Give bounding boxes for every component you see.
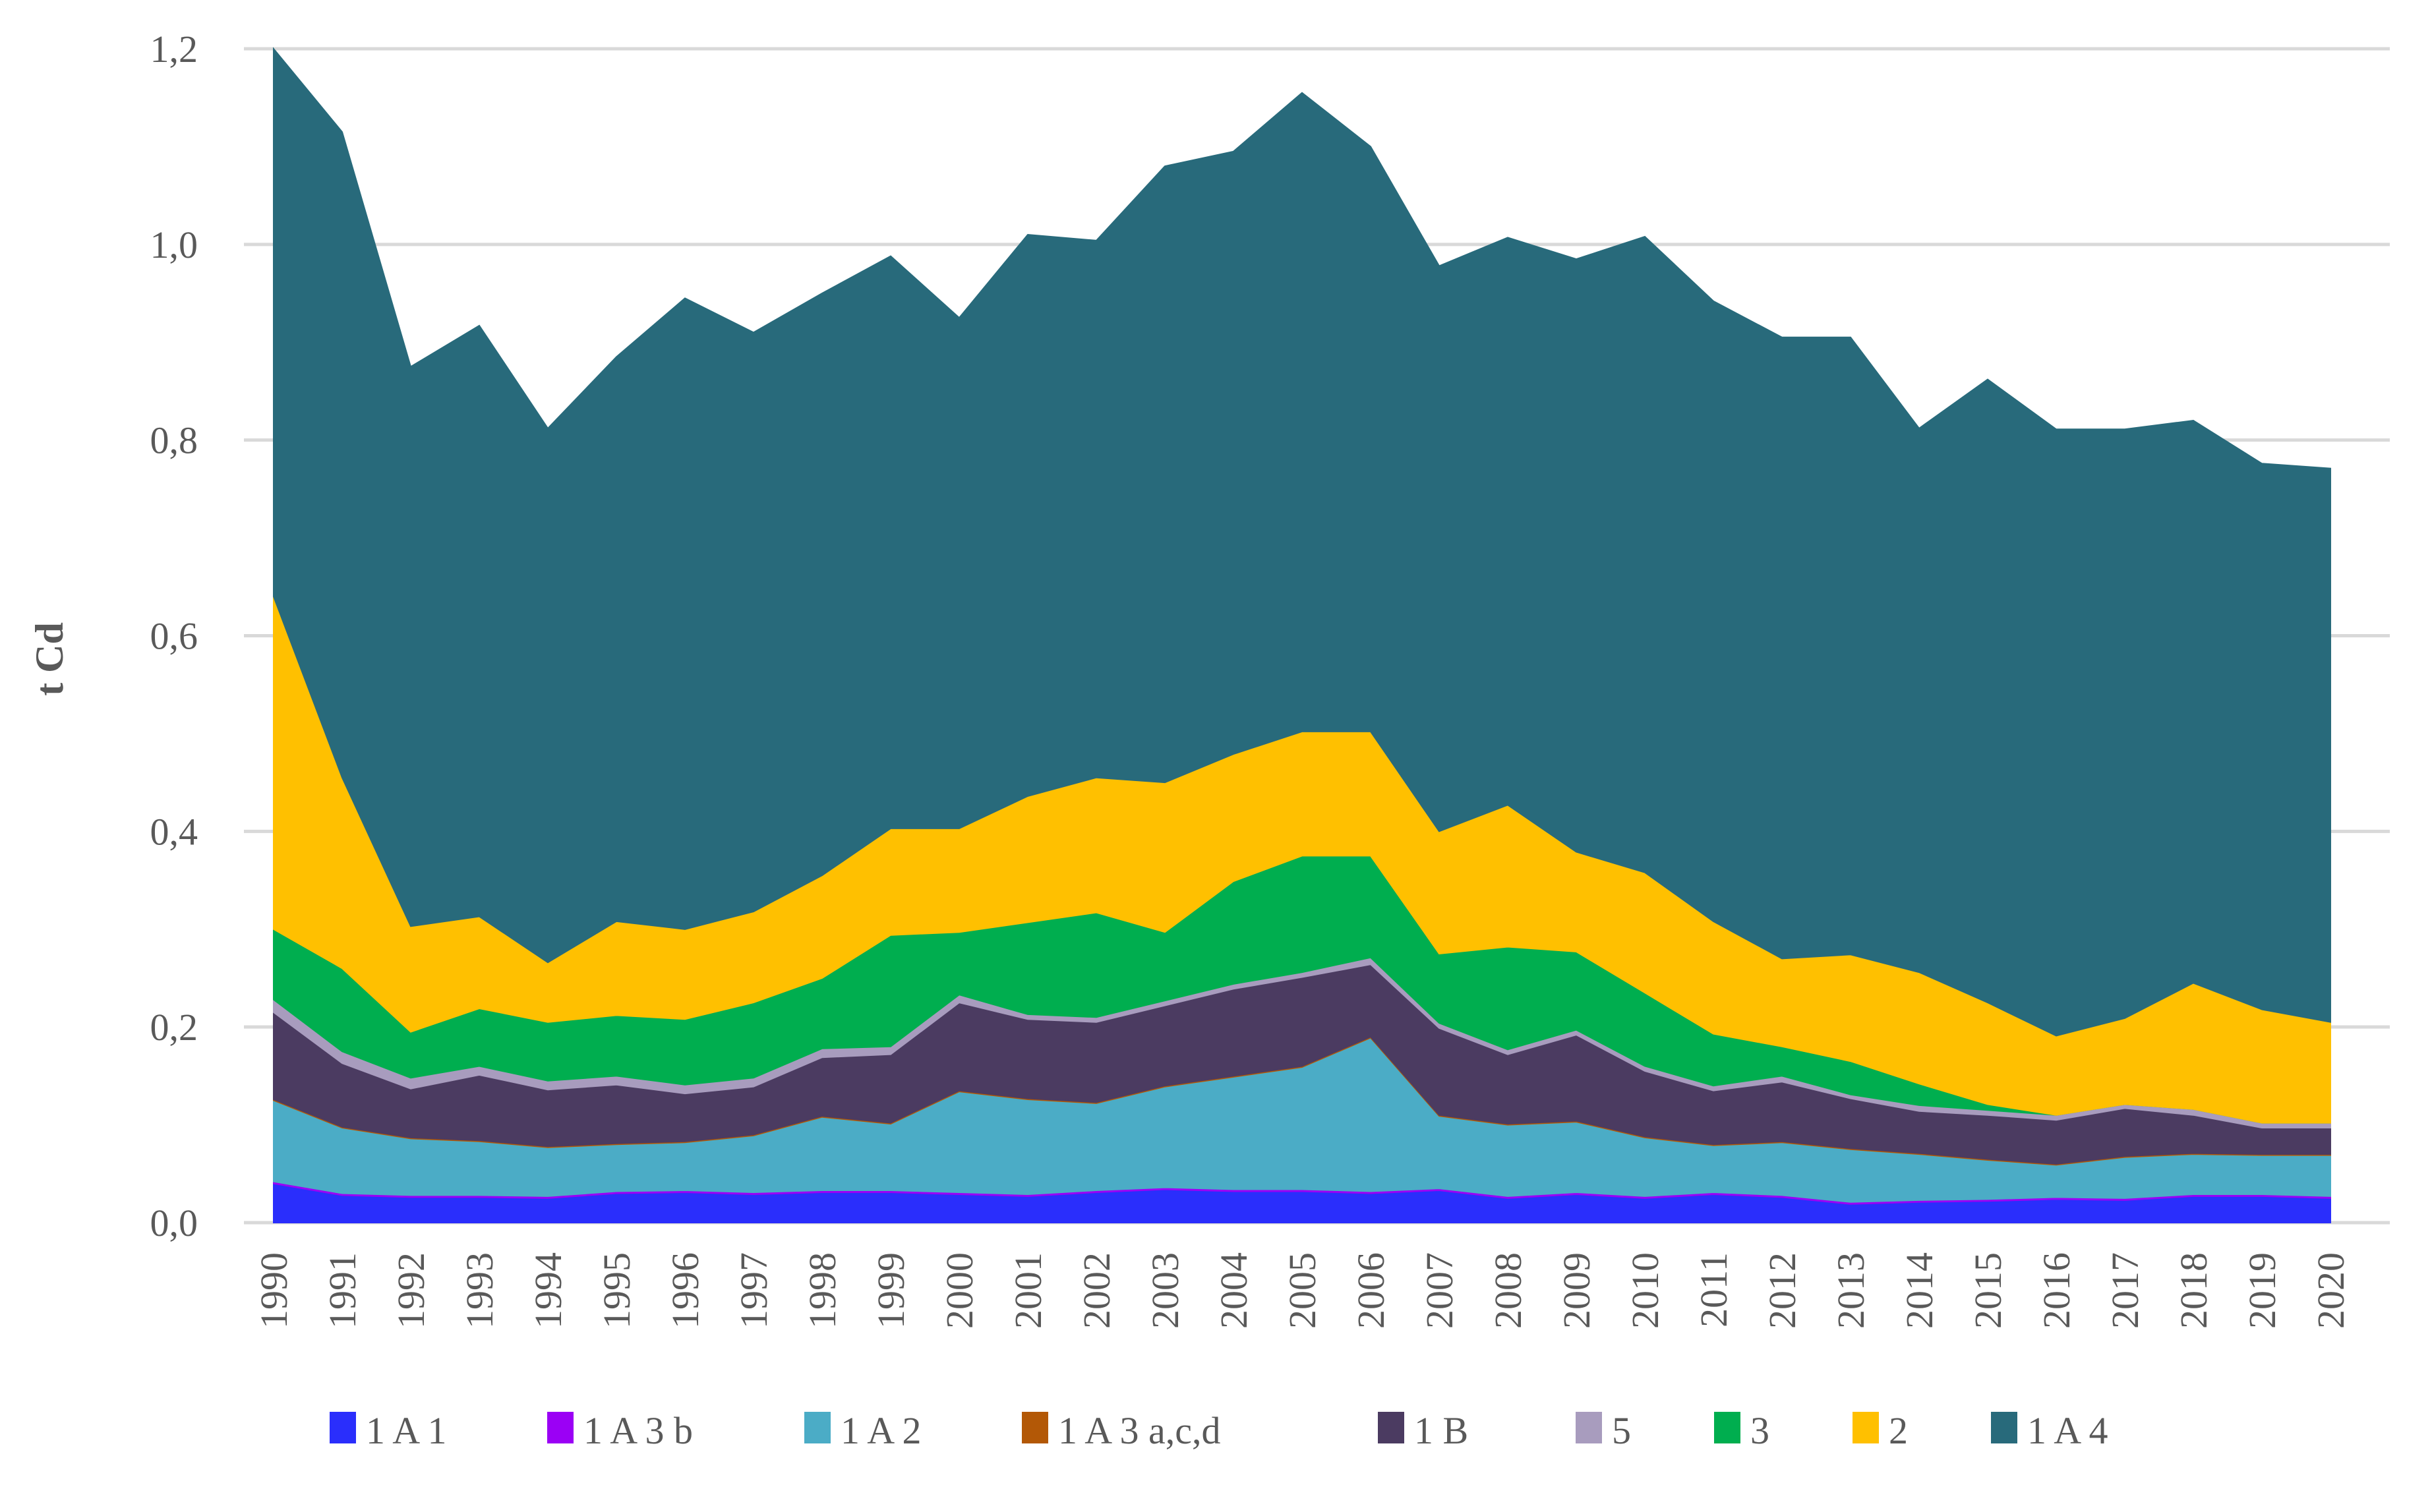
legend-swatch <box>330 1412 356 1443</box>
area-series-1-a-4 <box>273 47 2331 1037</box>
x-tick-label: 2007 <box>1418 1252 1461 1329</box>
x-tick-label: 2017 <box>2104 1252 2147 1329</box>
legend-swatch <box>1714 1412 1740 1443</box>
y-tick-label: 0,8 <box>150 419 198 462</box>
x-tick-label: 2018 <box>2172 1252 2215 1329</box>
legend-item-5: 5 <box>1576 1409 1631 1452</box>
x-tick-label: 1995 <box>595 1252 638 1329</box>
x-tick-label: 2012 <box>1761 1252 1804 1329</box>
x-tick-label: 2016 <box>2035 1252 2078 1329</box>
legend-swatch <box>1853 1412 1879 1443</box>
legend-swatch <box>804 1412 831 1443</box>
legend-swatch <box>1022 1412 1048 1443</box>
x-tick-label: 2003 <box>1144 1252 1187 1329</box>
x-tick-label: 1992 <box>390 1252 432 1329</box>
y-tick-label: 1,0 <box>150 223 198 266</box>
legend-item-1-a-3-a-c-d: 1 A 3 a,c,d <box>1022 1409 1220 1452</box>
x-tick-label: 2008 <box>1487 1252 1529 1329</box>
x-tick-label: 2020 <box>2309 1252 2352 1329</box>
x-tick-label: 1990 <box>252 1252 295 1329</box>
legend-item-1-a-2: 1 A 2 <box>804 1409 922 1452</box>
y-axis-title: t Cd <box>28 622 71 696</box>
legend-label: 2 <box>1889 1409 1908 1452</box>
x-tick-label: 2019 <box>2241 1252 2284 1329</box>
x-tick-label: 1996 <box>664 1252 707 1329</box>
x-tick-label: 2010 <box>1624 1252 1667 1329</box>
y-tick-label: 0,2 <box>150 1006 198 1049</box>
legend-label: 1 A 2 <box>841 1409 922 1452</box>
x-tick-label: 1999 <box>870 1252 912 1329</box>
x-tick-label: 2013 <box>1829 1252 1872 1329</box>
x-tick-label: 1994 <box>527 1252 570 1329</box>
legend-label: 1 B <box>1414 1409 1468 1452</box>
legend-label: 5 <box>1612 1409 1631 1452</box>
legend-item-1-a-4: 1 A 4 <box>1991 1409 2108 1452</box>
legend-label: 1 A 3 a,c,d <box>1058 1409 1220 1452</box>
x-tick-label: 1991 <box>321 1252 364 1329</box>
x-tick-label: 2015 <box>1967 1252 2009 1329</box>
x-tick-label: 2006 <box>1349 1252 1392 1329</box>
x-tick-label: 2009 <box>1555 1252 1598 1329</box>
legend-swatch <box>1378 1412 1404 1443</box>
legend-item-1-a-3-b: 1 A 3 b <box>547 1409 693 1452</box>
x-tick-label: 1998 <box>801 1252 844 1329</box>
legend-label: 1 A 4 <box>2027 1409 2108 1452</box>
legend-item-2: 2 <box>1853 1409 1908 1452</box>
x-axis-ticks: 1990 1991 1992 1993 1994 1995 1996 1997 1998 1999… <box>252 1252 2352 1329</box>
y-axis-ticks: 0,0 0,2 0,4 0,6 0,8 1,0 1,2 <box>150 28 198 1244</box>
x-tick-label: 2004 <box>1212 1252 1255 1329</box>
y-tick-label: 1,2 <box>150 28 198 71</box>
x-tick-label: 1993 <box>458 1252 501 1329</box>
x-tick-label: 2001 <box>1007 1252 1050 1329</box>
legend-swatch <box>547 1412 574 1443</box>
x-tick-label: 2014 <box>1898 1252 1941 1329</box>
x-tick-label: 2005 <box>1281 1252 1324 1329</box>
legend-swatch <box>1576 1412 1602 1443</box>
y-tick-label: 0,0 <box>150 1202 198 1244</box>
legend-label: 3 <box>1750 1409 1769 1452</box>
legend-item-1-b: 1 B <box>1378 1409 1468 1452</box>
x-tick-label: 2000 <box>938 1252 981 1329</box>
x-tick-label: 2002 <box>1075 1252 1118 1329</box>
area-series <box>273 47 2331 1223</box>
legend-swatch <box>1991 1412 2017 1443</box>
legend-item-1-a-1: 1 A 1 <box>330 1409 447 1452</box>
y-tick-label: 0,4 <box>150 810 198 853</box>
y-tick-label: 0,6 <box>150 615 198 658</box>
x-tick-label: 1997 <box>732 1252 775 1329</box>
legend-label: 1 A 3 b <box>583 1409 693 1452</box>
legend-label: 1 A 1 <box>366 1409 447 1452</box>
legend-item-3: 3 <box>1714 1409 1769 1452</box>
x-tick-label: 2011 <box>1692 1252 1735 1327</box>
legend: 1 A 1 1 A 3 b 1 A 2 1 A 3 a,c,d 1 B 5 3 2 1 A 4 <box>330 1409 2108 1452</box>
